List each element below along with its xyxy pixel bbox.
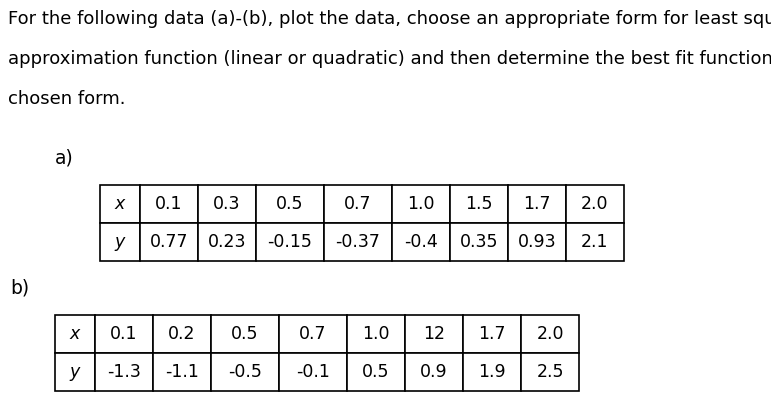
Text: 1.7: 1.7 <box>478 325 506 343</box>
Bar <box>55 353 95 391</box>
Bar <box>324 185 392 223</box>
Text: 0.7: 0.7 <box>299 325 327 343</box>
Bar <box>256 223 324 261</box>
Bar <box>279 315 347 353</box>
Bar <box>140 185 198 223</box>
Text: 0.93: 0.93 <box>517 233 557 251</box>
Text: 2.1: 2.1 <box>581 233 609 251</box>
Bar <box>521 315 579 353</box>
Bar <box>508 185 566 223</box>
Bar <box>140 223 198 261</box>
Bar <box>279 353 347 391</box>
Text: 0.35: 0.35 <box>460 233 498 251</box>
Text: 0.5: 0.5 <box>276 195 304 213</box>
Bar <box>198 223 256 261</box>
Bar <box>405 315 463 353</box>
Text: x: x <box>115 195 125 213</box>
Text: y: y <box>70 363 80 381</box>
Text: -0.5: -0.5 <box>228 363 262 381</box>
Text: 0.5: 0.5 <box>362 363 390 381</box>
Bar <box>463 315 521 353</box>
Text: 0.77: 0.77 <box>150 233 188 251</box>
Text: 0.5: 0.5 <box>231 325 259 343</box>
Text: 0.23: 0.23 <box>207 233 246 251</box>
Text: For the following data (a)-(b), plot the data, choose an appropriate form for le: For the following data (a)-(b), plot the… <box>8 10 771 28</box>
Bar <box>566 223 624 261</box>
Text: y: y <box>115 233 125 251</box>
Text: 2.0: 2.0 <box>537 325 564 343</box>
Text: 1.7: 1.7 <box>524 195 550 213</box>
Bar <box>153 353 211 391</box>
Text: 0.9: 0.9 <box>420 363 448 381</box>
Bar <box>55 315 95 353</box>
Bar <box>392 185 450 223</box>
Text: 0.3: 0.3 <box>214 195 241 213</box>
Text: 0.1: 0.1 <box>110 325 138 343</box>
Text: chosen form.: chosen form. <box>8 90 126 108</box>
Bar <box>347 315 405 353</box>
Bar <box>463 353 521 391</box>
Bar <box>450 185 508 223</box>
Bar <box>198 185 256 223</box>
Bar <box>211 353 279 391</box>
Bar <box>95 353 153 391</box>
Text: -0.15: -0.15 <box>268 233 312 251</box>
Bar <box>211 315 279 353</box>
Text: 0.7: 0.7 <box>344 195 372 213</box>
Text: -0.1: -0.1 <box>296 363 330 381</box>
Bar <box>153 315 211 353</box>
Bar <box>100 185 140 223</box>
Text: 0.2: 0.2 <box>168 325 196 343</box>
Text: -0.4: -0.4 <box>404 233 438 251</box>
Bar <box>95 315 153 353</box>
Text: x: x <box>70 325 80 343</box>
Text: 1.5: 1.5 <box>465 195 493 213</box>
Bar <box>392 223 450 261</box>
Bar <box>347 353 405 391</box>
Text: 0.1: 0.1 <box>155 195 183 213</box>
Bar <box>566 185 624 223</box>
Text: -0.37: -0.37 <box>335 233 380 251</box>
Bar <box>256 185 324 223</box>
Text: 1.0: 1.0 <box>362 325 390 343</box>
Bar <box>405 353 463 391</box>
Text: 2.0: 2.0 <box>581 195 609 213</box>
Bar <box>450 223 508 261</box>
Text: b): b) <box>10 278 29 297</box>
Bar <box>508 223 566 261</box>
Text: -1.3: -1.3 <box>107 363 141 381</box>
Bar <box>521 353 579 391</box>
Text: a): a) <box>55 148 74 167</box>
Bar <box>100 223 140 261</box>
Text: 12: 12 <box>423 325 445 343</box>
Text: -1.1: -1.1 <box>165 363 199 381</box>
Text: 2.5: 2.5 <box>537 363 564 381</box>
Text: approximation function (linear or quadratic) and then determine the best fit fun: approximation function (linear or quadra… <box>8 50 771 68</box>
Text: 1.0: 1.0 <box>407 195 435 213</box>
Bar <box>324 223 392 261</box>
Text: 1.9: 1.9 <box>478 363 506 381</box>
